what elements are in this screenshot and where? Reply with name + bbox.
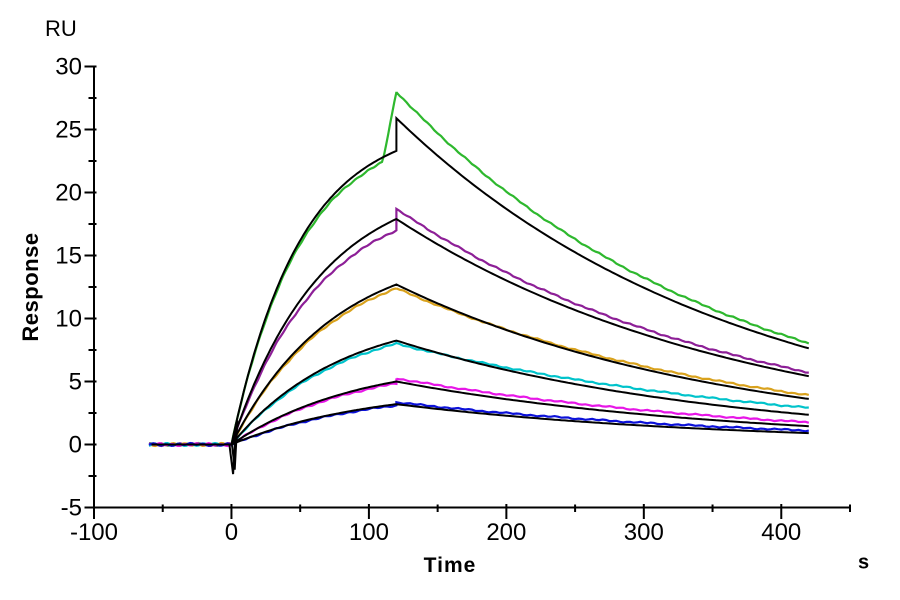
y-tick-label: 15 — [55, 243, 82, 270]
y-tick-label: 10 — [55, 306, 82, 333]
fit-curve-trace-4 — [151, 339, 809, 446]
y-axis-unit-label: RU — [45, 16, 77, 41]
x-axis-unit-label: s — [858, 551, 870, 574]
injection-dip-artifact-2 — [231, 420, 239, 470]
data-curve-trace-6-lowest — [148, 400, 810, 448]
injection-dip-artifact — [228, 424, 237, 475]
x-axis-title: Time — [423, 554, 477, 577]
fit-curve-trace-5 — [151, 380, 809, 446]
fit-curve-trace-1-highest — [151, 115, 810, 446]
x-tick-label: -100 — [70, 519, 118, 546]
y-axis-title: Response — [18, 232, 43, 342]
y-tick-label: 25 — [55, 117, 82, 144]
x-tick-label: 200 — [486, 519, 526, 546]
data-curve-trace-3 — [148, 287, 810, 448]
y-tick-label: 5 — [69, 369, 82, 396]
data-curve-trace-1-highest — [148, 91, 810, 448]
y-tick-label: 0 — [69, 432, 82, 459]
y-tick-label: 20 — [55, 180, 82, 207]
fit-curve-trace-2 — [151, 217, 809, 446]
x-tick-label: 300 — [624, 519, 664, 546]
fit-curve-trace-3 — [151, 283, 809, 446]
y-tick-label: 30 — [55, 54, 82, 81]
x-tick-label: 100 — [349, 519, 389, 546]
y-tick-label: -5 — [61, 495, 82, 522]
x-tick-label: 0 — [225, 519, 238, 546]
fit-curve-trace-6-lowest — [151, 403, 809, 446]
x-tick-label: 400 — [761, 519, 801, 546]
